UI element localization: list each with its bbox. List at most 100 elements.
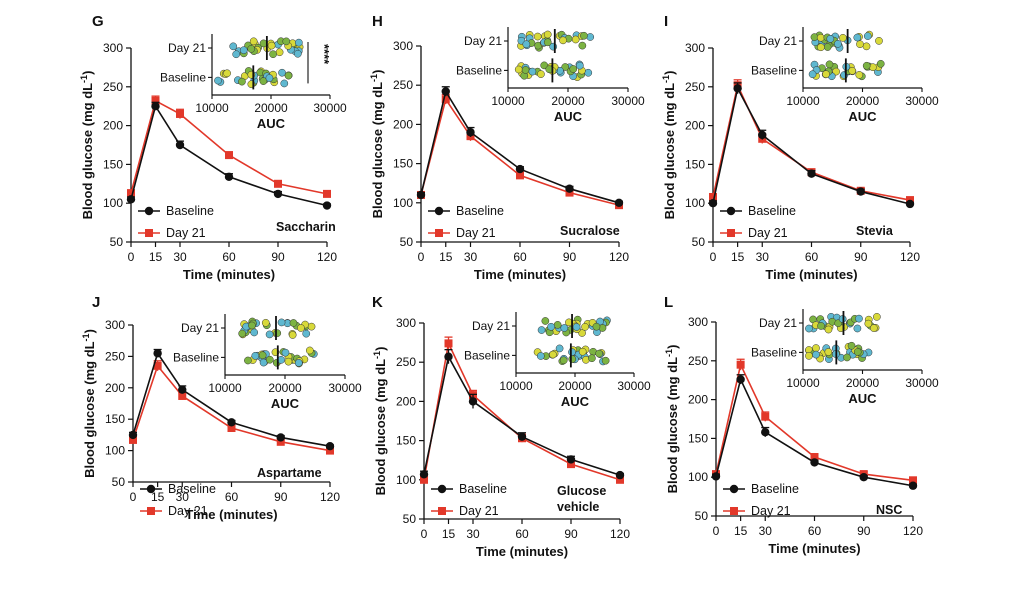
y-tick-label: 50 bbox=[112, 475, 126, 489]
y-axis-title-sup: -1 bbox=[369, 74, 379, 82]
data-point bbox=[276, 437, 285, 446]
legend-marker-day21 bbox=[730, 507, 738, 515]
series-line-baseline bbox=[130, 104, 328, 207]
inset-dot bbox=[862, 61, 871, 70]
inset-x-title: AUC bbox=[554, 109, 583, 124]
y-axis-title-sup: -1 bbox=[81, 333, 91, 341]
x-tick-label: 90 bbox=[271, 250, 285, 264]
data-point bbox=[276, 433, 285, 442]
inset-dot bbox=[578, 41, 587, 50]
data-point bbox=[323, 189, 331, 198]
inset-dot bbox=[592, 322, 601, 331]
y-tick-label: 250 bbox=[685, 80, 705, 94]
legend-label-baseline: Baseline bbox=[459, 482, 507, 496]
y-tick-label: 50 bbox=[110, 235, 124, 249]
series-line-baseline bbox=[715, 377, 914, 487]
treatment-label: NSC bbox=[876, 503, 902, 517]
y-axis-title: Blood glucose (mg dL-1) bbox=[661, 71, 677, 220]
inset-dot bbox=[812, 344, 820, 352]
y-tick-label: 150 bbox=[688, 431, 708, 445]
legend-marker-baseline bbox=[729, 484, 739, 494]
inset-dot bbox=[863, 32, 872, 40]
x-tick-label: 30 bbox=[466, 527, 480, 541]
inset-dot bbox=[561, 63, 570, 71]
y-axis-title-text: Blood glucose (mg dL bbox=[82, 341, 97, 478]
x-tick-label: 60 bbox=[513, 250, 527, 264]
data-point bbox=[908, 481, 918, 490]
inset-dot bbox=[267, 41, 276, 50]
legend-label-baseline: Baseline bbox=[168, 482, 216, 496]
y-tick-label: 250 bbox=[105, 349, 125, 363]
series-line-day21 bbox=[130, 99, 328, 195]
y-axis-title-text: Blood glucose (mg dL bbox=[373, 359, 388, 496]
inset-dot bbox=[578, 347, 587, 356]
x-tick-label: 90 bbox=[564, 527, 578, 541]
inset-row-label: Day 21 bbox=[168, 41, 206, 55]
x-axis-title: Time (minutes) bbox=[474, 267, 566, 282]
inset-dot bbox=[543, 30, 552, 39]
y-axis-title: Blood glucose (mg dL-1) bbox=[81, 329, 97, 478]
data-point bbox=[761, 412, 770, 421]
legend-marker-baseline bbox=[146, 484, 156, 494]
inset-dot bbox=[856, 40, 864, 49]
x-tick-label: 60 bbox=[805, 250, 819, 264]
data-point bbox=[225, 151, 233, 160]
y-tick-label: 200 bbox=[393, 117, 413, 131]
panel-G: G 50 100 150 200 250 300 0 15 30 60 90 120 Time (minu… bbox=[79, 13, 347, 282]
inset-dot bbox=[853, 33, 862, 42]
data-point bbox=[441, 87, 450, 96]
legend-marker-baseline bbox=[144, 206, 154, 216]
inset-row-label: Baseline bbox=[173, 350, 219, 364]
legend-label-baseline: Baseline bbox=[456, 204, 504, 218]
y-axis-title: Blood glucose (mg dL-1) bbox=[369, 70, 385, 219]
inset-x-tick-label: 20000 bbox=[558, 379, 592, 393]
inset-dot bbox=[581, 323, 589, 331]
data-point bbox=[736, 360, 745, 369]
y-tick-label: 150 bbox=[105, 412, 125, 426]
x-tick-label: 90 bbox=[854, 250, 868, 264]
data-point bbox=[420, 475, 428, 484]
series-line-day21 bbox=[132, 364, 331, 452]
y-tick-label: 100 bbox=[103, 196, 123, 210]
y-tick-label: 100 bbox=[685, 196, 705, 210]
inset-dot bbox=[238, 329, 247, 338]
inset-dot bbox=[273, 329, 282, 338]
inset-dot bbox=[862, 42, 871, 51]
inset-dot bbox=[578, 329, 586, 337]
y-tick-label: 150 bbox=[685, 157, 705, 171]
treatment-label: Saccharin bbox=[276, 220, 336, 234]
series-line-day21 bbox=[715, 362, 914, 482]
y-tick-label: 200 bbox=[685, 119, 705, 133]
x-tick-label: 120 bbox=[317, 250, 337, 264]
y-tick-label: 200 bbox=[688, 393, 708, 407]
y-tick-label: 50 bbox=[695, 509, 709, 523]
legend-marker-baseline bbox=[437, 484, 447, 494]
inset-dot bbox=[294, 359, 303, 367]
y-axis-title-sup: -1 bbox=[79, 75, 89, 83]
data-point bbox=[859, 473, 868, 482]
series-line-day21 bbox=[420, 97, 620, 206]
inset-dot bbox=[843, 353, 851, 362]
x-tick-label: 60 bbox=[515, 527, 529, 541]
inset-dot bbox=[261, 318, 270, 327]
y-tick-label: 250 bbox=[103, 80, 123, 94]
inset-dot bbox=[584, 68, 593, 77]
data-point bbox=[444, 339, 453, 348]
inset-x-title: AUC bbox=[271, 396, 300, 411]
data-point bbox=[807, 169, 816, 178]
y-axis-title-text: Blood glucose (mg dL bbox=[665, 357, 680, 494]
inset-dot bbox=[275, 48, 284, 57]
x-tick-label: 120 bbox=[320, 490, 340, 504]
inset-auc: 10000 20000 30000 AUC Day 21 Baseline **** bbox=[160, 32, 347, 131]
x-tick-label: 0 bbox=[128, 250, 135, 264]
y-tick-label: 300 bbox=[393, 39, 413, 53]
inset-x-title: AUC bbox=[848, 109, 877, 124]
inset-dot bbox=[823, 43, 832, 51]
legend-label-day21: Day 21 bbox=[748, 226, 788, 240]
inset-dot bbox=[549, 350, 557, 359]
inset-row-label: Day 21 bbox=[472, 319, 510, 333]
x-tick-label: 30 bbox=[759, 524, 773, 538]
inset-dot bbox=[586, 33, 595, 41]
y-axis-title-text: Blood glucose (mg dL bbox=[80, 83, 95, 220]
y-axis-title-text: Blood glucose (mg dL bbox=[662, 83, 677, 220]
